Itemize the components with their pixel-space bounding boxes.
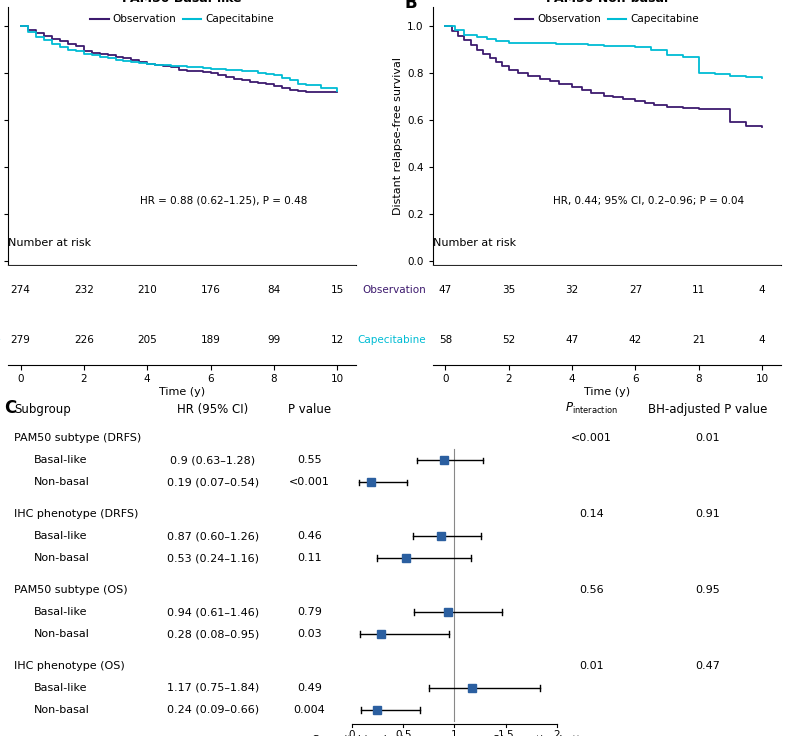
Text: 0.91: 0.91 (695, 509, 720, 520)
Text: 1.17 (0.75–1.84): 1.17 (0.75–1.84) (166, 683, 259, 693)
Text: 0: 0 (349, 730, 355, 736)
Title: PAM50 Basal-like: PAM50 Basal-like (122, 0, 242, 5)
Text: Basal-like: Basal-like (33, 456, 87, 465)
Text: 0.87 (0.60–1.26): 0.87 (0.60–1.26) (166, 531, 259, 541)
Text: 4: 4 (759, 335, 765, 344)
Text: Basal-like: Basal-like (33, 531, 87, 541)
Text: Observation: Observation (0, 285, 1, 295)
Text: 11: 11 (692, 285, 705, 295)
Text: Basal-like: Basal-like (33, 683, 87, 693)
Text: 15: 15 (331, 285, 344, 295)
Text: Non-basal: Non-basal (33, 629, 89, 639)
Text: 99: 99 (267, 335, 280, 344)
Text: HR (95% CI): HR (95% CI) (178, 403, 249, 417)
Text: 0.49: 0.49 (297, 683, 322, 693)
Text: Basal-like: Basal-like (33, 607, 87, 617)
Text: 279: 279 (10, 335, 31, 344)
Text: 0.14: 0.14 (579, 509, 604, 520)
Text: Non-basal: Non-basal (33, 478, 89, 487)
Text: 0.24 (0.09–0.66): 0.24 (0.09–0.66) (166, 705, 259, 715)
Text: 176: 176 (200, 285, 220, 295)
Y-axis label: Distant relapse-free survival: Distant relapse-free survival (393, 57, 403, 216)
Text: Number at risk: Number at risk (8, 238, 91, 247)
Text: 0.9 (0.63–1.28): 0.9 (0.63–1.28) (170, 456, 256, 465)
Text: 47: 47 (439, 285, 452, 295)
Text: 0.47: 0.47 (695, 661, 720, 671)
Text: 42: 42 (629, 335, 642, 344)
Text: 0.94 (0.61–1.46): 0.94 (0.61–1.46) (166, 607, 259, 617)
Text: 12: 12 (331, 335, 344, 344)
Text: 1.5: 1.5 (497, 730, 514, 736)
X-axis label: Time (y): Time (y) (159, 387, 205, 397)
Text: 0.56: 0.56 (579, 585, 604, 595)
Text: HR = 0.88 (0.62–1.25), P = 0.48: HR = 0.88 (0.62–1.25), P = 0.48 (140, 196, 308, 206)
Text: 35: 35 (502, 285, 515, 295)
Text: $P_{\mathregular{interaction}}$: $P_{\mathregular{interaction}}$ (565, 401, 618, 417)
Text: Capecitabine: Capecitabine (0, 335, 1, 344)
Text: B: B (405, 0, 417, 13)
Text: Number at risk: Number at risk (433, 238, 516, 247)
Text: 58: 58 (439, 335, 452, 344)
Text: HR, 0.44; 95% CI, 0.2–0.96; P = 0.04: HR, 0.44; 95% CI, 0.2–0.96; P = 0.04 (553, 196, 744, 206)
Text: 0.11: 0.11 (297, 553, 322, 563)
Text: C: C (4, 399, 17, 417)
Text: IHC phenotype (DRFS): IHC phenotype (DRFS) (14, 509, 138, 520)
Text: 0.79: 0.79 (297, 607, 322, 617)
Text: <———Capecitabine better———: <———Capecitabine better——— (272, 735, 451, 736)
Text: 4: 4 (759, 285, 765, 295)
Text: <0.001: <0.001 (289, 478, 330, 487)
Text: BH-adjusted P value: BH-adjusted P value (648, 403, 768, 417)
Text: 205: 205 (137, 335, 157, 344)
Text: Capecitabine: Capecitabine (357, 335, 426, 344)
Text: IHC phenotype (OS): IHC phenotype (OS) (14, 661, 125, 671)
Text: ———Observation better———>: ———Observation better———> (458, 735, 631, 736)
Text: 189: 189 (200, 335, 220, 344)
Text: 21: 21 (692, 335, 705, 344)
Text: <0.001: <0.001 (571, 434, 612, 443)
Text: 0.01: 0.01 (579, 661, 604, 671)
Text: PAM50 subtype (DRFS): PAM50 subtype (DRFS) (14, 434, 141, 443)
Text: PAM50 subtype (OS): PAM50 subtype (OS) (14, 585, 128, 595)
Text: 32: 32 (566, 285, 579, 295)
Text: 0.53 (0.24–1.16): 0.53 (0.24–1.16) (166, 553, 259, 563)
Text: 274: 274 (10, 285, 31, 295)
Text: 232: 232 (74, 285, 94, 295)
X-axis label: Time (y): Time (y) (584, 387, 630, 397)
Text: Non-basal: Non-basal (33, 553, 89, 563)
Text: 210: 210 (137, 285, 157, 295)
Legend: Observation, Capecitabine: Observation, Capecitabine (86, 10, 279, 28)
Text: 0.19 (0.07–0.54): 0.19 (0.07–0.54) (166, 478, 259, 487)
Text: 0.55: 0.55 (297, 456, 322, 465)
Text: 0.5: 0.5 (395, 730, 411, 736)
Text: Subgroup: Subgroup (14, 403, 71, 417)
Text: 0.004: 0.004 (294, 705, 325, 715)
Text: 0.46: 0.46 (297, 531, 322, 541)
Text: 1: 1 (451, 730, 458, 736)
Text: 0.95: 0.95 (695, 585, 720, 595)
Text: Observation: Observation (362, 285, 426, 295)
Text: P value: P value (288, 403, 331, 417)
Text: 27: 27 (629, 285, 642, 295)
Text: Non-basal: Non-basal (33, 705, 89, 715)
Text: 47: 47 (566, 335, 579, 344)
Text: 52: 52 (502, 335, 515, 344)
Title: PAM50 Non-basal: PAM50 Non-basal (546, 0, 668, 5)
Text: 2: 2 (554, 730, 560, 736)
Legend: Observation, Capecitabine: Observation, Capecitabine (510, 10, 703, 28)
Text: 0.03: 0.03 (297, 629, 322, 639)
Text: 84: 84 (267, 285, 280, 295)
Text: 0.01: 0.01 (695, 434, 720, 443)
Text: 226: 226 (74, 335, 94, 344)
Text: 0.28 (0.08–0.95): 0.28 (0.08–0.95) (166, 629, 259, 639)
